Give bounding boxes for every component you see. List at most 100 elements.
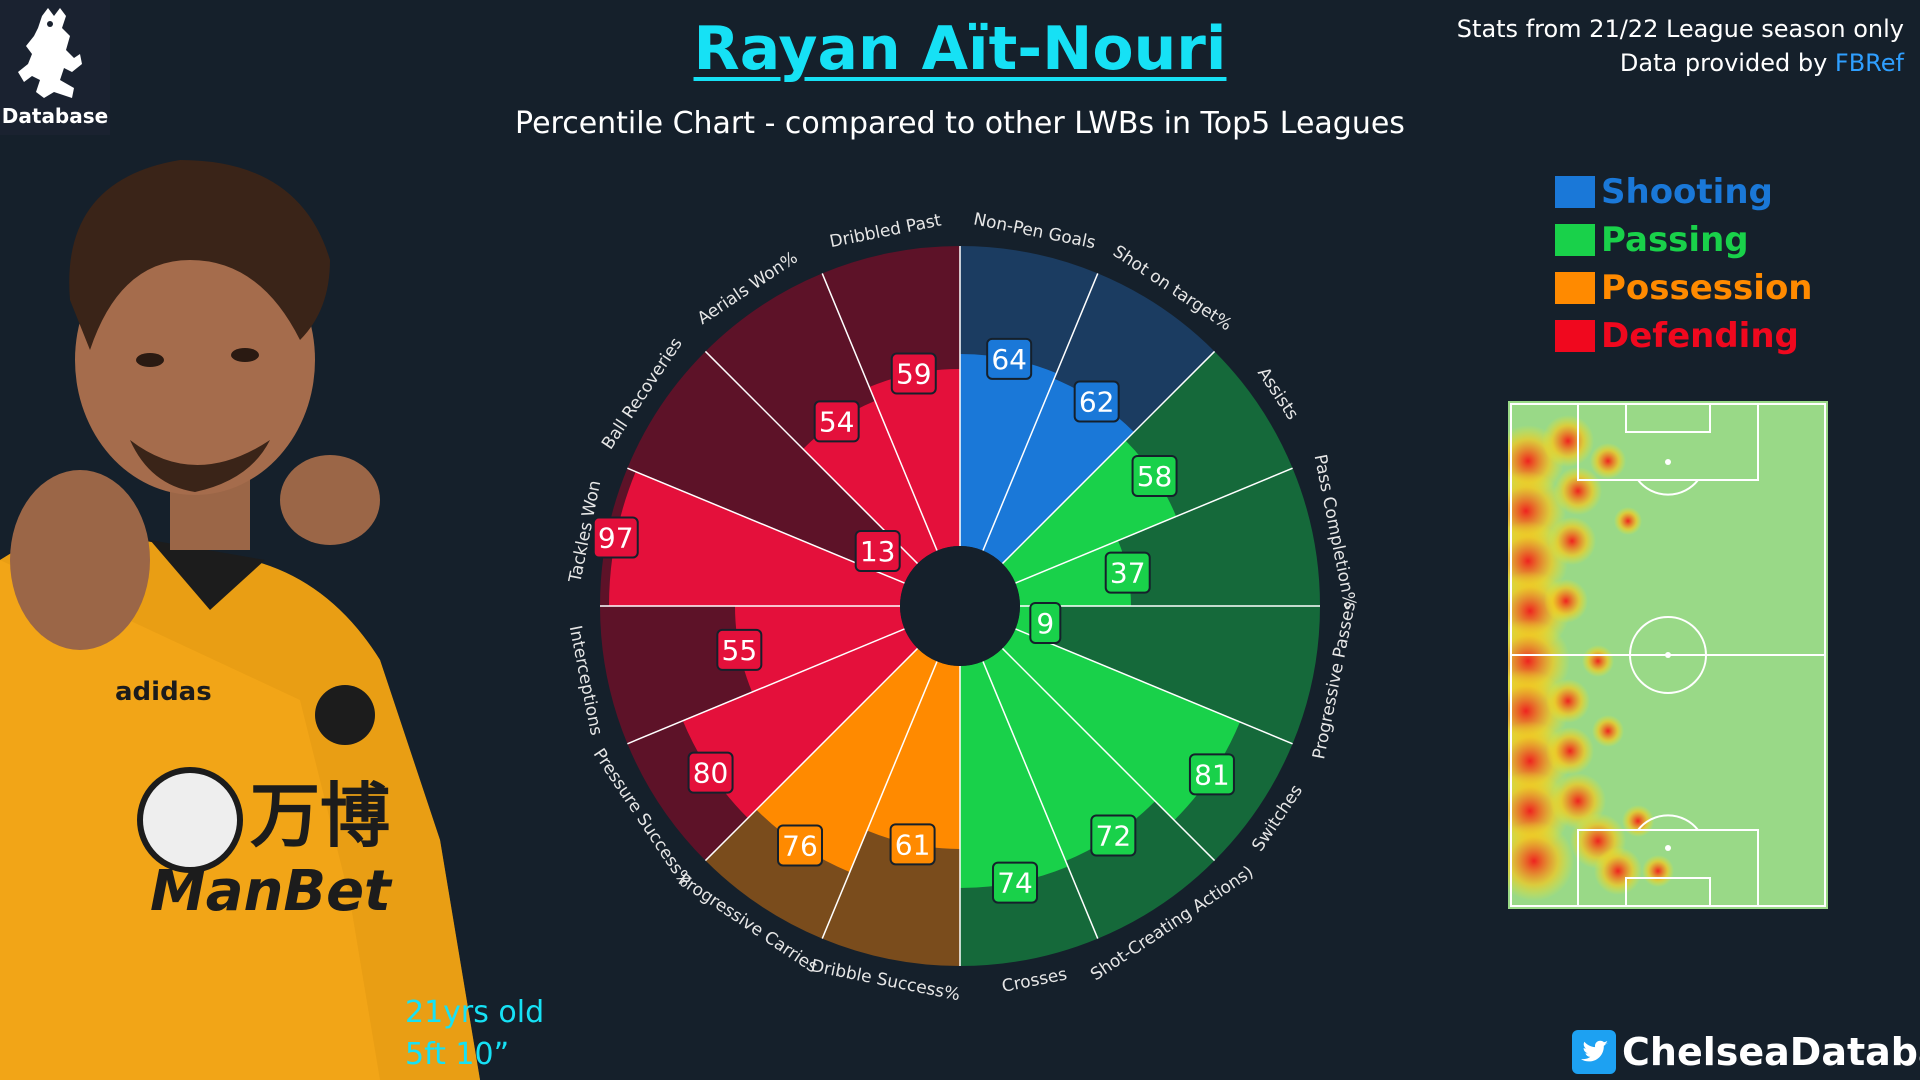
category-label-non-pen-goals: Non-Pen Goals <box>972 209 1098 253</box>
value-label-crosses: 74 <box>997 867 1033 900</box>
value-badge-crosses <box>992 861 1039 904</box>
value-badge-switches <box>1188 753 1235 796</box>
player-info: 21yrs old 5ft 10” <box>405 992 544 1076</box>
radar-separator <box>627 628 905 745</box>
heat-blob <box>1582 645 1614 677</box>
value-label-shot-on-target: 62 <box>1079 385 1115 418</box>
value-badge-dribble-success <box>889 823 936 866</box>
value-badge-interceptions <box>716 628 763 671</box>
source-prefix: Data provided by <box>1619 49 1835 77</box>
value-label-non-pen-goals: 64 <box>991 343 1027 376</box>
heat-blobs <box>1508 415 1674 901</box>
category-label-interceptions: Interceptions <box>565 624 606 737</box>
heat-blob <box>1590 443 1626 479</box>
footer: ChelseaDatabase <box>1572 1030 1920 1074</box>
radar-separator <box>821 273 938 551</box>
radar-bar-tackles-won <box>609 471 905 606</box>
radar-bar-shot-creating-actions <box>982 648 1156 861</box>
value-label-assists: 58 <box>1137 460 1173 493</box>
chart-subtitle: Percentile Chart - compared to other LWB… <box>515 106 1405 141</box>
radar-separator <box>982 661 1099 939</box>
value-label-pass-completion: 37 <box>1110 557 1146 590</box>
heat-blob <box>1614 507 1642 535</box>
radar-bar-switches <box>1002 628 1240 821</box>
value-badge-aerials-won <box>813 400 860 443</box>
player-age: 21yrs old <box>405 995 545 1030</box>
heat-blob <box>1508 821 1574 901</box>
chelsea-database-logo: Database <box>0 0 110 135</box>
svg-text:adidas: adidas <box>115 677 212 707</box>
value-label-pressure-success: 80 <box>693 757 729 790</box>
player-height: 5ft 10” <box>405 1037 510 1072</box>
radar-separator <box>821 661 938 939</box>
radar-bg-ball-recoveries <box>627 351 918 584</box>
svg-text:万博: 万博 <box>250 775 390 857</box>
value-badge-progressive-carries <box>776 824 823 867</box>
value-label-dribbled-past: 59 <box>896 358 932 391</box>
value-label-aerials-won: 54 <box>819 405 855 438</box>
heat-blob <box>1592 715 1624 747</box>
radar-bar-dribble-success <box>867 661 960 849</box>
legend-swatch <box>1555 320 1595 352</box>
fbref-link[interactable]: FBRef <box>1834 49 1904 77</box>
legend-swatch <box>1555 272 1595 304</box>
radar-separator <box>1015 628 1293 745</box>
value-badge-ball-recoveries <box>854 529 901 572</box>
value-label-ball-recoveries: 13 <box>860 535 896 568</box>
value-label-switches: 81 <box>1194 758 1230 791</box>
twitter-icon <box>1572 1030 1616 1074</box>
value-badge-shot-on-target <box>1073 380 1120 423</box>
legend-label: Passing <box>1601 220 1749 260</box>
radar-center <box>900 546 1020 666</box>
value-label-interceptions: 55 <box>722 634 758 667</box>
value-label-progressive-carries: 76 <box>782 829 818 862</box>
radar-bar-crosses <box>960 661 1068 888</box>
value-badge-dribbled-past <box>890 352 937 395</box>
heat-blob <box>1544 579 1588 623</box>
legend-label: Shooting <box>1601 172 1773 212</box>
value-badge-pass-completion <box>1104 551 1151 594</box>
page-title: Rayan Aït-Nouri <box>693 14 1227 84</box>
radar-bar-shot-on-target <box>982 378 1134 564</box>
legend-label: Possession <box>1601 268 1813 308</box>
legend-item-passing: Passing <box>1555 216 1813 264</box>
data-source: Stats from 21/22 League season only Data… <box>1457 12 1904 80</box>
source-provider: Data provided by FBRef <box>1457 46 1904 80</box>
value-badge-pressure-success <box>687 751 734 794</box>
radar-bar-non-pen-goals <box>960 354 1057 551</box>
legend: Shooting Passing Possession Defending <box>1555 168 1813 360</box>
value-badge-non-pen-goals <box>986 337 1033 380</box>
radar-bar-interceptions <box>734 606 905 693</box>
radar-bar-dribbled-past <box>869 369 960 551</box>
heat-blob <box>1594 847 1642 895</box>
source-season: Stats from 21/22 League season only <box>1456 15 1904 43</box>
heat-blob <box>1548 517 1596 565</box>
legend-item-defending: Defending <box>1555 312 1813 360</box>
heat-blob <box>1642 855 1674 887</box>
twitter-handle[interactable]: ChelseaDatabase <box>1622 1030 1920 1074</box>
touch-heatmap <box>1508 401 1828 909</box>
radar-separator <box>982 273 1099 551</box>
value-badge-shot-creating-actions <box>1090 814 1137 857</box>
radar-bg-progressive-passes <box>1015 606 1320 744</box>
lion-crest-icon <box>18 8 82 98</box>
radar-separator <box>1001 350 1216 565</box>
legend-item-shooting: Shooting <box>1555 168 1813 216</box>
value-label-shot-creating-actions: 72 <box>1096 819 1132 852</box>
value-label-tackles-won: 97 <box>598 522 634 555</box>
logo-label: Database <box>1 104 109 128</box>
legend-swatch <box>1555 176 1595 208</box>
radar-separator <box>704 647 919 862</box>
legend-item-possession: Possession <box>1555 264 1813 312</box>
player-photo: ManBet 万博 adidas <box>0 140 590 1080</box>
value-label-progressive-passes: 9 <box>1036 607 1054 640</box>
category-label-crosses: Crosses <box>1000 964 1069 997</box>
radar-separator <box>704 350 919 565</box>
radar-bar-pass-completion <box>1015 540 1131 606</box>
radar-separator <box>1001 647 1216 862</box>
heat-blob <box>1546 679 1590 723</box>
radar-separator <box>1015 467 1293 584</box>
category-label-dribbled-past: Dribbled Past <box>828 210 943 252</box>
value-badge-assists <box>1131 454 1178 497</box>
